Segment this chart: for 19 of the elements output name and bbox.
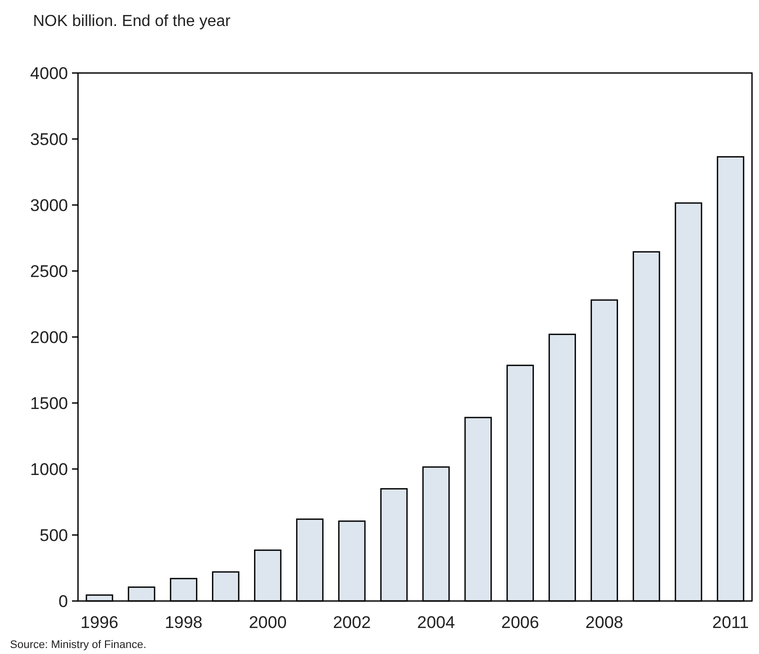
x-tick-label: 1998	[164, 613, 203, 632]
x-tick-label: 2008	[585, 613, 624, 632]
chart-title: NOK billion. End of the year	[33, 13, 232, 30]
y-tick-label: 2500	[30, 262, 68, 281]
x-tick-label: 2000	[248, 613, 287, 632]
y-tick-label: 2000	[30, 328, 68, 347]
y-tick-label: 500	[40, 526, 68, 545]
x-tick-label: 2006	[501, 613, 540, 632]
y-tick-label: 1500	[30, 394, 68, 413]
x-tick-label: 1996	[80, 613, 118, 632]
y-tick-label: 1000	[30, 460, 68, 479]
x-tick-label: 2004	[417, 613, 455, 632]
x-tick-label: 2002	[332, 613, 371, 632]
y-tick-label: 0	[58, 592, 68, 611]
y-tick-label: 4000	[30, 64, 68, 83]
y-tick-label: 3000	[30, 196, 68, 215]
y-tick-label: 3500	[30, 130, 68, 149]
x-tick-label: 2011	[712, 613, 749, 632]
source-note: Source: Ministry of Finance.	[10, 639, 146, 651]
